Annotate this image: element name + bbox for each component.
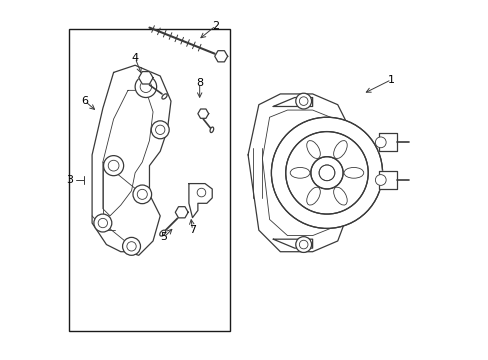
Circle shape [133,185,151,204]
Circle shape [151,121,169,139]
Circle shape [295,237,311,252]
Circle shape [135,76,156,98]
Circle shape [375,175,386,185]
Circle shape [319,165,334,181]
Circle shape [94,214,112,232]
Ellipse shape [306,187,320,205]
Polygon shape [92,65,171,255]
Circle shape [122,237,140,255]
Polygon shape [273,239,312,248]
Text: 7: 7 [188,225,196,235]
Ellipse shape [290,167,309,178]
Ellipse shape [160,230,165,236]
Circle shape [197,188,205,197]
Polygon shape [214,51,227,62]
Circle shape [375,137,386,148]
Ellipse shape [333,141,346,158]
Polygon shape [378,134,396,151]
Polygon shape [273,98,312,107]
Circle shape [295,93,311,109]
Polygon shape [175,207,188,218]
Text: 8: 8 [196,78,203,88]
Polygon shape [198,109,208,118]
Text: 5: 5 [160,232,167,242]
Circle shape [310,157,343,189]
Ellipse shape [162,94,167,99]
Circle shape [285,132,367,214]
Text: 1: 1 [387,75,394,85]
Text: 4: 4 [131,53,139,63]
Polygon shape [247,94,348,252]
Circle shape [103,156,123,176]
Ellipse shape [306,141,320,158]
Text: 2: 2 [212,21,219,31]
Ellipse shape [344,167,363,178]
Text: 6: 6 [81,96,88,106]
Bar [69,30,230,330]
Text: 3: 3 [66,175,73,185]
Circle shape [271,117,382,228]
Ellipse shape [210,127,213,132]
Polygon shape [378,171,396,189]
Ellipse shape [333,187,346,205]
Polygon shape [139,72,153,84]
Polygon shape [188,184,212,218]
